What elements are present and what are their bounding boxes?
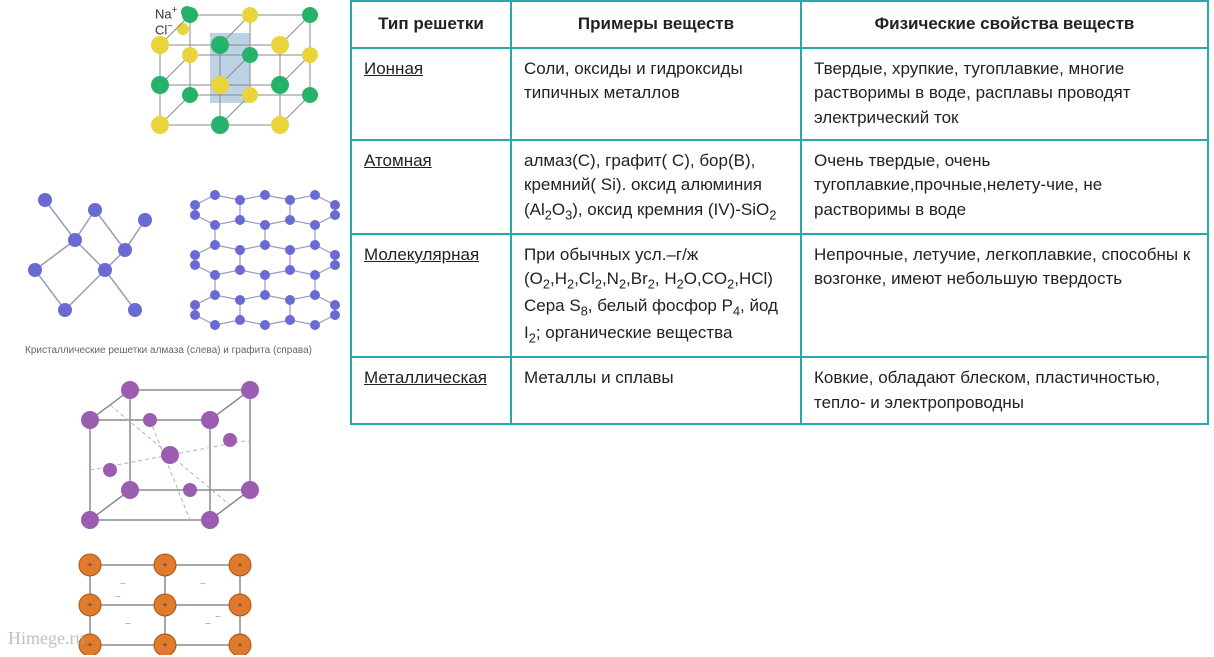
svg-text:−: − xyxy=(215,612,221,623)
svg-text:−: − xyxy=(120,579,126,590)
ionic-examples: Соли, оксиды и гидроксиды типичных метал… xyxy=(511,48,801,140)
metallic-examples: Металлы и сплавы xyxy=(511,357,801,424)
svg-text:+: + xyxy=(87,640,92,650)
ionic-lattice-diagram xyxy=(140,5,340,155)
molecular-properties: Непрочные, летучие, легкоплавкие, способ… xyxy=(801,234,1208,357)
atomic-properties: Очень твердые, очень тугоплавкие,прочные… xyxy=(801,140,1208,234)
svg-text:+: + xyxy=(237,560,242,570)
diagram-column: Na+ Cl− xyxy=(0,0,350,657)
table-column: Тип решетки Примеры веществ Физические с… xyxy=(350,0,1214,657)
header-row: Тип решетки Примеры веществ Физические с… xyxy=(351,1,1208,48)
header-properties: Физические свойства веществ xyxy=(801,1,1208,48)
svg-text:+: + xyxy=(87,600,92,610)
row-molecular: Молекулярная При обычных усл.–г/ж (O2,H2… xyxy=(351,234,1208,357)
svg-text:−: − xyxy=(200,579,206,590)
svg-text:−: − xyxy=(115,592,121,603)
svg-text:+: + xyxy=(237,600,242,610)
svg-text:+: + xyxy=(87,560,92,570)
molecular-examples: При обычных усл.–г/ж (O2,H2,Cl2,N2,Br2, … xyxy=(511,234,801,357)
atomic-caption: Кристаллические решетки алмаза (слева) и… xyxy=(25,345,312,356)
svg-text:−: − xyxy=(125,619,131,630)
ionic-type: Ионная xyxy=(351,48,511,140)
svg-text:+: + xyxy=(237,640,242,650)
watermark: Himege.ru xyxy=(8,628,84,649)
row-ionic: Ионная Соли, оксиды и гидроксиды типичны… xyxy=(351,48,1208,140)
atomic-examples: алмаз(С), графит( С), бор(В), кремний( S… xyxy=(511,140,801,234)
atomic-type: Атомная xyxy=(351,140,511,234)
ionic-properties: Твердые, хрупкие, тугоплавкие, многие ра… xyxy=(801,48,1208,140)
header-type: Тип решетки xyxy=(351,1,511,48)
atomic-lattice-diagram xyxy=(5,170,345,340)
svg-text:+: + xyxy=(162,600,167,610)
molecular-type: Молекулярная xyxy=(351,234,511,357)
svg-text:+: + xyxy=(162,640,167,650)
molecular-lattice-diagram xyxy=(60,370,280,540)
metallic-lattice-diagram: +++ +++ +++ −− −− −− xyxy=(70,545,270,655)
header-examples: Примеры веществ xyxy=(511,1,801,48)
lattice-table: Тип решетки Примеры веществ Физические с… xyxy=(350,0,1209,425)
metallic-properties: Ковкие, обладают блеском, пластичностью,… xyxy=(801,357,1208,424)
svg-text:−: − xyxy=(205,619,211,630)
metallic-type: Металлическая xyxy=(351,357,511,424)
row-atomic: Атомная алмаз(С), графит( С), бор(В), кр… xyxy=(351,140,1208,234)
row-metallic: Металлическая Металлы и сплавы Ковкие, о… xyxy=(351,357,1208,424)
svg-text:+: + xyxy=(162,560,167,570)
